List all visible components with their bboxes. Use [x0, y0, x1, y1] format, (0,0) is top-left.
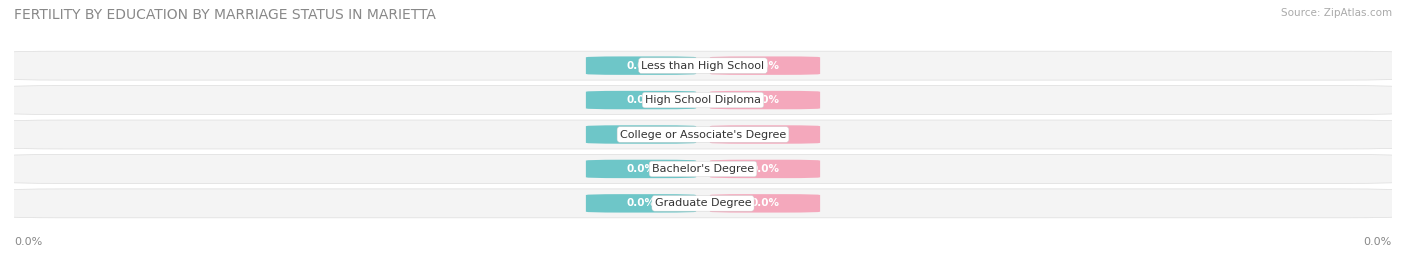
FancyBboxPatch shape [7, 189, 1399, 218]
Text: 0.0%: 0.0% [1364, 238, 1392, 247]
Text: 0.0%: 0.0% [627, 129, 655, 140]
Text: FERTILITY BY EDUCATION BY MARRIAGE STATUS IN MARIETTA: FERTILITY BY EDUCATION BY MARRIAGE STATU… [14, 8, 436, 22]
FancyBboxPatch shape [7, 86, 1399, 115]
Text: Graduate Degree: Graduate Degree [655, 198, 751, 208]
Text: 0.0%: 0.0% [627, 198, 655, 208]
Text: 0.0%: 0.0% [627, 164, 655, 174]
FancyBboxPatch shape [7, 51, 1399, 80]
Text: 0.0%: 0.0% [14, 238, 42, 247]
Text: 0.0%: 0.0% [751, 129, 779, 140]
Text: 0.0%: 0.0% [751, 95, 779, 105]
Text: 0.0%: 0.0% [627, 61, 655, 71]
FancyBboxPatch shape [7, 154, 1399, 183]
FancyBboxPatch shape [586, 160, 696, 178]
Text: College or Associate's Degree: College or Associate's Degree [620, 129, 786, 140]
Text: Source: ZipAtlas.com: Source: ZipAtlas.com [1281, 8, 1392, 18]
Text: Bachelor's Degree: Bachelor's Degree [652, 164, 754, 174]
FancyBboxPatch shape [710, 56, 820, 75]
FancyBboxPatch shape [586, 56, 696, 75]
Text: 0.0%: 0.0% [751, 198, 779, 208]
FancyBboxPatch shape [710, 194, 820, 213]
Text: 0.0%: 0.0% [627, 95, 655, 105]
FancyBboxPatch shape [710, 160, 820, 178]
Text: 0.0%: 0.0% [751, 164, 779, 174]
FancyBboxPatch shape [586, 91, 696, 109]
FancyBboxPatch shape [586, 194, 696, 213]
Text: Less than High School: Less than High School [641, 61, 765, 71]
Text: 0.0%: 0.0% [751, 61, 779, 71]
FancyBboxPatch shape [710, 91, 820, 109]
FancyBboxPatch shape [586, 125, 696, 144]
Text: High School Diploma: High School Diploma [645, 95, 761, 105]
FancyBboxPatch shape [7, 120, 1399, 149]
FancyBboxPatch shape [710, 125, 820, 144]
